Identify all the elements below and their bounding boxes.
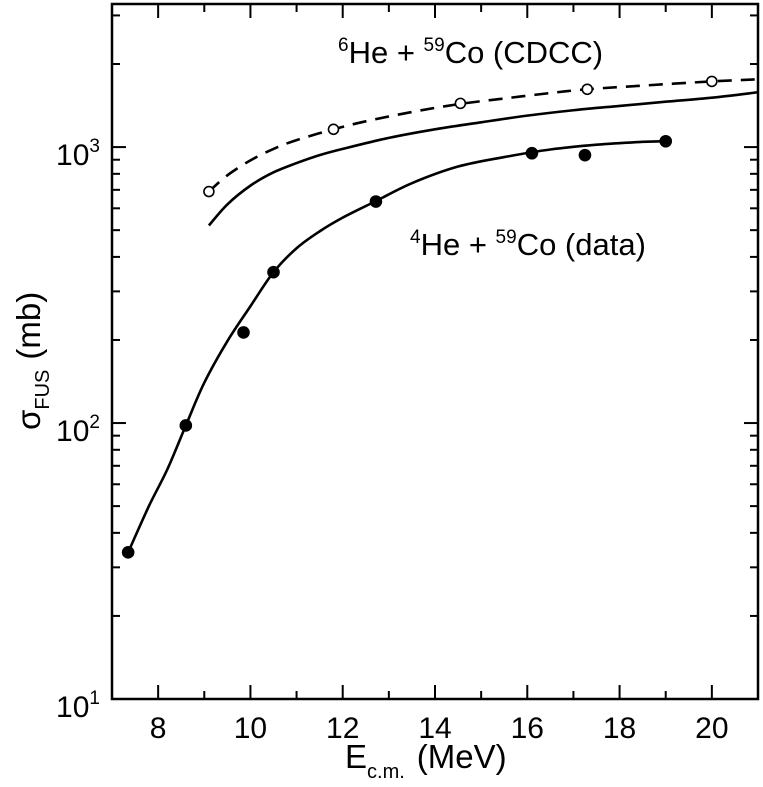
annotation-4he-sup-b: 59 [496,227,517,248]
annotation-4he: 4He + 59Co (data) [410,227,646,262]
y-axis-symbol: σ [10,410,47,430]
annotation-6he: 6He + 59Co (CDCC) [338,35,603,70]
y-tick-exponent: 1 [89,688,100,709]
y-axis-label: σFUS (mb) [10,292,54,430]
data-point-data [578,148,592,162]
x-tick-label: 10 [234,712,267,745]
data-point-CDCC-markers [454,97,467,110]
plot-frame [110,2,760,701]
data-point-CDCC-markers [706,75,718,88]
y-tick-base: 10 [56,415,89,448]
x-tick-label: 14 [418,712,451,745]
y-tick-base: 10 [56,139,89,172]
y-tick-base: 10 [56,691,89,724]
data-point-data [369,195,383,208]
annotation-6he-sup-b: 59 [424,35,445,56]
series-line-CDCC [208,78,759,193]
data-point-data [659,134,673,148]
y-tick-label: 101 [56,688,100,724]
x-tick-label: 20 [695,712,728,745]
x-axis-subscript: c.m. [367,761,405,783]
data-point-data [525,146,539,160]
annotation-4he-text-a: He + [421,227,496,262]
y-tick-label: 102 [56,412,100,448]
annotation-6he-text-a: He + [349,35,424,70]
x-tick-label: 16 [511,712,544,745]
annotation-6he-text-b: Co (CDCC) [445,35,603,70]
annotation-4he-text-b: Co (data) [517,227,646,262]
x-axis-symbol: E [345,738,367,775]
y-tick-exponent: 3 [89,136,100,157]
annotation-4he-sup-a: 4 [410,227,421,248]
data-point-data [237,326,250,339]
data-point-data [267,265,280,279]
x-tick-label: 12 [326,712,359,745]
y-tick-exponent: 2 [89,412,100,433]
x-tick-label: 8 [150,712,167,745]
data-point-CDCC-markers [327,123,340,136]
x-tick-label: 18 [603,712,636,745]
series-line-calc-solid [207,90,759,227]
markers-layer [121,75,718,559]
data-point-data [179,419,193,432]
y-axis-subscript: FUS [32,370,54,410]
x-axis-unit: (MeV) [417,738,507,775]
y-axis-unit: (mb) [10,292,47,360]
annotation-6he-sup-a: 6 [338,35,349,56]
data-point-CDCC-markers [203,185,215,198]
data-point-data [121,546,135,559]
x-axis-label: Ec.m. (MeV) [345,738,507,783]
y-tick-label: 103 [56,136,100,172]
data-point-CDCC-markers [581,83,594,96]
